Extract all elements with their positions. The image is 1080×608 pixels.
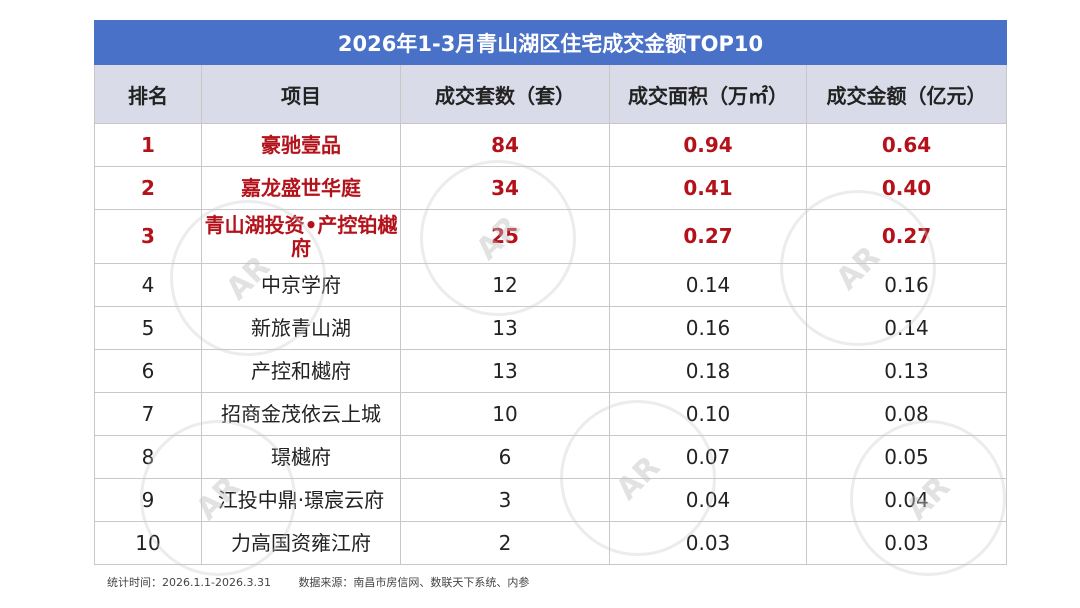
table-row: 1 豪驰壹品 84 0.94 0.64 [94, 123, 1008, 167]
footnote: 统计时间：2026.1.1-2026.3.31 数据来源：南昌市房信网、数联天下… [107, 574, 553, 590]
cell-rank: 10 [94, 521, 202, 565]
column-header-units: 成交套数（套） [400, 64, 610, 124]
cell-project: 豪驰壹品 [201, 123, 401, 167]
cell-units: 12 [400, 263, 610, 307]
cell-amount: 0.13 [805, 349, 1008, 393]
footnote-period: 统计时间：2026.1.1-2026.3.31 [107, 576, 271, 589]
table-row: 6 产控和樾府 13 0.18 0.13 [94, 349, 1008, 393]
column-header-rank: 排名 [94, 64, 202, 124]
cell-amount: 0.16 [805, 263, 1008, 307]
cell-amount: 0.04 [805, 478, 1008, 522]
cell-units: 13 [400, 306, 610, 350]
ranking-table: 2026年1-3月青山湖区住宅成交金额TOP10 排名 项目 成交套数（套） 成… [93, 20, 1008, 565]
cell-amount: 0.27 [805, 209, 1008, 264]
cell-amount: 0.64 [805, 123, 1008, 167]
cell-area: 0.16 [609, 306, 807, 350]
cell-area: 0.41 [609, 166, 807, 210]
cell-amount: 0.40 [805, 166, 1008, 210]
cell-amount: 0.05 [805, 435, 1008, 479]
cell-rank: 8 [94, 435, 202, 479]
cell-rank: 4 [94, 263, 202, 307]
cell-rank: 1 [94, 123, 202, 167]
cell-units: 13 [400, 349, 610, 393]
cell-rank: 6 [94, 349, 202, 393]
cell-project: 产控和樾府 [201, 349, 401, 393]
cell-area: 0.27 [609, 209, 807, 264]
cell-area: 0.18 [609, 349, 807, 393]
cell-units: 6 [400, 435, 610, 479]
cell-area: 0.03 [609, 521, 807, 565]
table-title: 2026年1-3月青山湖区住宅成交金额TOP10 [93, 20, 1008, 65]
column-header-area: 成交面积（万㎡） [609, 64, 807, 124]
cell-amount: 0.14 [805, 306, 1008, 350]
cell-units: 84 [400, 123, 610, 167]
ranking-table-container: 2026年1-3月青山湖区住宅成交金额TOP10 排名 项目 成交套数（套） 成… [93, 20, 1008, 565]
cell-project: 新旅青山湖 [201, 306, 401, 350]
cell-units: 3 [400, 478, 610, 522]
table-row: 8 璟樾府 6 0.07 0.05 [94, 435, 1008, 479]
cell-project: 中京学府 [201, 263, 401, 307]
cell-project: 招商金茂依云上城 [201, 392, 401, 436]
cell-units: 25 [400, 209, 610, 264]
cell-project: 力高国资雍江府 [201, 521, 401, 565]
cell-area: 0.04 [609, 478, 807, 522]
cell-project: 江投中鼎·璟宸云府 [201, 478, 401, 522]
table-row: 5 新旅青山湖 13 0.16 0.14 [94, 306, 1008, 350]
cell-units: 2 [400, 521, 610, 565]
cell-rank: 5 [94, 306, 202, 350]
column-header-project: 项目 [201, 64, 401, 124]
cell-rank: 7 [94, 392, 202, 436]
table-row: 2 嘉龙盛世华庭 34 0.41 0.40 [94, 166, 1008, 210]
table-header-row: 排名 项目 成交套数（套） 成交面积（万㎡） 成交金额（亿元） [94, 64, 1008, 124]
table-row: 9 江投中鼎·璟宸云府 3 0.04 0.04 [94, 478, 1008, 522]
cell-amount: 0.08 [805, 392, 1008, 436]
cell-amount: 0.03 [805, 521, 1008, 565]
table-title-row: 2026年1-3月青山湖区住宅成交金额TOP10 [93, 20, 1008, 65]
cell-project: 璟樾府 [201, 435, 401, 479]
table-row: 7 招商金茂依云上城 10 0.10 0.08 [94, 392, 1008, 436]
cell-rank: 2 [94, 166, 202, 210]
cell-area: 0.94 [609, 123, 807, 167]
cell-units: 10 [400, 392, 610, 436]
cell-units: 34 [400, 166, 610, 210]
table-row: 3 青山湖投资•产控铂樾府 25 0.27 0.27 [94, 209, 1008, 264]
cell-project: 青山湖投资•产控铂樾府 [201, 209, 401, 264]
column-header-amount: 成交金额（亿元） [805, 64, 1008, 124]
cell-area: 0.10 [609, 392, 807, 436]
cell-rank: 9 [94, 478, 202, 522]
cell-area: 0.14 [609, 263, 807, 307]
footnote-source: 数据来源：南昌市房信网、数联天下系统、内参 [298, 576, 530, 589]
table-row: 4 中京学府 12 0.14 0.16 [94, 263, 1008, 307]
cell-project: 嘉龙盛世华庭 [201, 166, 401, 210]
cell-rank: 3 [94, 209, 202, 264]
table-row: 10 力高国资雍江府 2 0.03 0.03 [94, 521, 1008, 565]
table-body: 1 豪驰壹品 84 0.94 0.64 2 嘉龙盛世华庭 34 0.41 0.40 3 青山湖投资•产… [94, 123, 1008, 565]
cell-area: 0.07 [609, 435, 807, 479]
